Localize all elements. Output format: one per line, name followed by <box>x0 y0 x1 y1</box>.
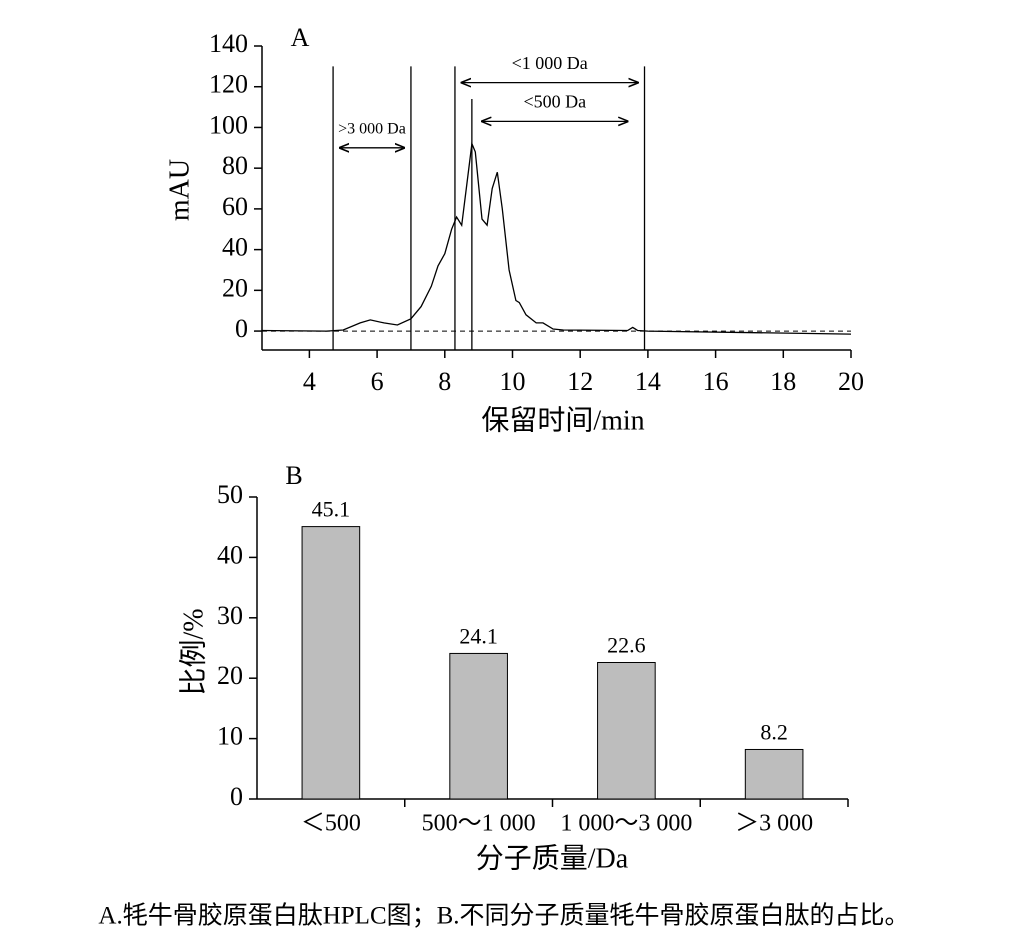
x-tick-label: 14 <box>635 367 661 396</box>
y-tick-label: 80 <box>222 151 248 180</box>
range-label: <1 000 Da <box>512 53 588 73</box>
x-tick-label: 20 <box>838 367 864 396</box>
y-tick-label: 30 <box>217 601 243 630</box>
range-label: <500 Da <box>523 91 586 111</box>
value-label: 45.1 <box>312 497 351 522</box>
y-tick-label: 100 <box>209 110 248 139</box>
panel-label: A <box>291 23 310 52</box>
x-tick-label: 16 <box>703 367 729 396</box>
caption: A.牦牛骨胶原蛋白肽HPLC图；B.不同分子质量牦牛骨胶原蛋白肽的占比。 <box>98 902 909 930</box>
y-tick-label: 0 <box>230 782 243 811</box>
panel-label: B <box>285 461 302 490</box>
x-tick-label: 6 <box>371 367 384 396</box>
x-tick-label: 12 <box>567 367 593 396</box>
x-tick-label: ＞3 000 <box>735 811 813 837</box>
x-tick-label: 500～1 000 <box>422 811 536 837</box>
value-label: 8.2 <box>760 720 788 745</box>
y-axis-title: mAU <box>164 159 195 221</box>
value-label: 22.6 <box>607 633 646 658</box>
x-axis-title: 保留时间/min <box>481 404 644 436</box>
y-tick-label: 60 <box>222 192 248 221</box>
y-tick-label: 20 <box>222 273 248 302</box>
x-tick-label: 18 <box>770 367 796 396</box>
y-tick-label: 50 <box>217 480 243 509</box>
y-tick-label: 40 <box>217 540 243 569</box>
x-tick-label: ＜500 <box>301 811 361 837</box>
y-tick-label: 10 <box>217 722 243 751</box>
x-axis-title: 分子质量/Da <box>476 842 629 874</box>
range-label: >3 000 Da <box>338 120 406 137</box>
bar <box>597 661 656 800</box>
x-tick-label: 4 <box>303 367 316 396</box>
y-tick-label: 20 <box>217 661 243 690</box>
y-axis-title: 比例/% <box>177 608 209 695</box>
bar <box>449 652 508 800</box>
y-tick-label: 0 <box>235 314 248 343</box>
x-tick-label: 1 000～3 000 <box>560 811 692 837</box>
chromatogram-line <box>261 141 852 335</box>
x-tick-label: 10 <box>499 367 525 396</box>
y-tick-label: 120 <box>209 70 248 99</box>
bar <box>744 748 804 800</box>
y-tick-label: 40 <box>222 233 248 262</box>
bar <box>301 526 361 800</box>
x-tick-label: 8 <box>438 367 451 396</box>
value-label: 24.1 <box>459 623 498 648</box>
y-tick-label: 140 <box>209 29 248 58</box>
